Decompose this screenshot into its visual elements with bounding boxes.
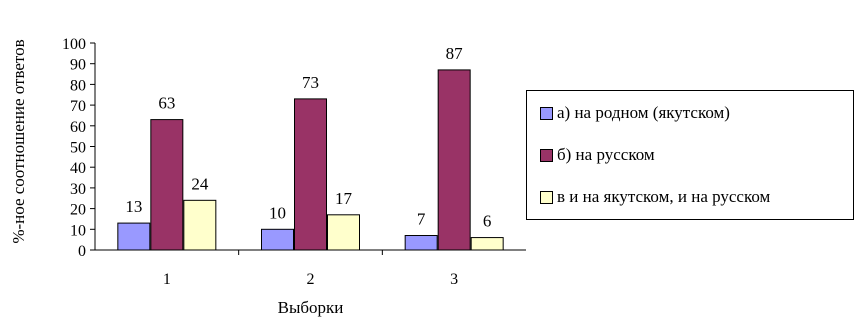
- y-tick-label: 100: [62, 36, 86, 53]
- data-label: 73: [302, 73, 319, 92]
- x-tick-label: 1: [163, 271, 171, 288]
- legend-item-russian: б) на русском: [540, 145, 655, 165]
- y-tick-label: 20: [70, 202, 86, 219]
- bar-series3-cat3: [470, 237, 504, 251]
- bar-series1-cat2: [261, 228, 294, 251]
- y-tick-label: 50: [70, 140, 86, 157]
- y-tick-label: 70: [70, 98, 86, 115]
- bar-series2-cat1: [150, 119, 184, 251]
- y-tick-label: 10: [70, 222, 86, 239]
- legend-label-native: а) на родном (якутском): [557, 103, 730, 122]
- x-tick-label: 2: [307, 271, 315, 288]
- legend-item-both: в и на якутском, и на русском: [540, 187, 770, 207]
- data-label: 7: [417, 210, 426, 229]
- legend-label-both: в и на якутском, и на русском: [557, 187, 771, 206]
- y-axis-title: %-ное соотношение ответов: [9, 39, 28, 243]
- bar-series3-cat2: [327, 214, 360, 251]
- data-label: 87: [446, 44, 464, 63]
- legend-swatch-both: [540, 190, 553, 204]
- bar-series3-cat1: [183, 199, 217, 251]
- y-tick-label: 60: [70, 119, 86, 136]
- legend-swatch-native: [540, 106, 553, 120]
- legend: а) на родном (якутском) б) на русском в …: [526, 90, 854, 220]
- data-label: 17: [335, 189, 353, 208]
- data-label: 6: [483, 212, 492, 231]
- data-label: 24: [191, 174, 209, 193]
- y-tick-label: 30: [70, 181, 86, 198]
- data-label: 13: [125, 197, 142, 216]
- legend-label-russian: б) на русском: [557, 145, 655, 164]
- bar-series2-cat2: [294, 98, 327, 251]
- bar-series1-cat3: [404, 235, 438, 251]
- legend-swatch-russian: [540, 148, 553, 162]
- x-tick-label: 3: [450, 271, 458, 288]
- x-axis-title: Выборки: [278, 298, 344, 317]
- y-tick-label: 0: [78, 243, 86, 260]
- data-label: 63: [158, 94, 175, 113]
- bar-series1-cat1: [117, 222, 151, 251]
- bar-series2-cat3: [437, 69, 471, 251]
- legend-item-native: а) на родном (якутском): [540, 103, 730, 123]
- data-label: 10: [269, 203, 286, 222]
- y-tick-label: 80: [70, 77, 86, 94]
- y-tick-label: 40: [70, 160, 86, 177]
- y-tick-label: 90: [70, 57, 86, 74]
